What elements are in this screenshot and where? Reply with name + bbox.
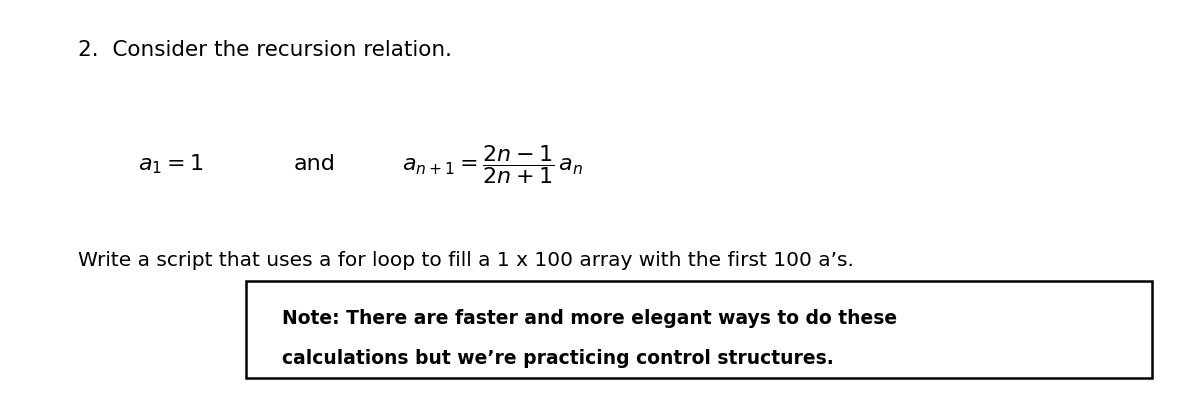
- Text: Write a script that uses a for loop to fill a 1 x 100 array with the first 100 a: Write a script that uses a for loop to f…: [78, 251, 854, 270]
- Text: and: and: [294, 154, 336, 174]
- Text: 2.  Consider the recursion relation.: 2. Consider the recursion relation.: [78, 40, 452, 60]
- Text: Note: There are faster and more elegant ways to do these: Note: There are faster and more elegant …: [282, 309, 898, 328]
- Text: $a_1 = 1$: $a_1 = 1$: [138, 152, 204, 176]
- Text: $a_{n+1} = \dfrac{2n-1}{2n+1}\,a_n$: $a_{n+1} = \dfrac{2n-1}{2n+1}\,a_n$: [402, 143, 583, 186]
- Text: calculations but we’re practicing control structures.: calculations but we’re practicing contro…: [282, 349, 834, 368]
- FancyBboxPatch shape: [246, 281, 1152, 378]
